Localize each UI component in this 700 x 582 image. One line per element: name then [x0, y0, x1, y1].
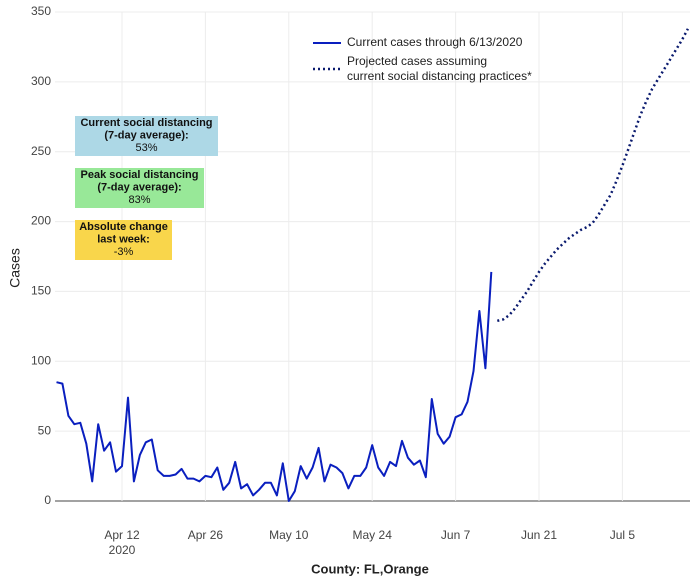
y-axis-label: Cases — [7, 248, 23, 288]
y-tick-label: 350 — [31, 4, 51, 18]
annotation-box — [75, 220, 172, 260]
y-tick-label: 250 — [31, 144, 51, 158]
y-tick-label: 0 — [44, 493, 51, 507]
annotation-text: Current social distancing — [80, 117, 212, 129]
annotation-box — [75, 168, 204, 208]
annotation-text: Peak social distancing — [81, 169, 199, 181]
annotation-box — [75, 116, 218, 156]
y-tick-label: 100 — [31, 353, 51, 367]
x-tick-label: Jun 7 — [441, 528, 471, 542]
x-tick-label: May 10 — [269, 528, 309, 542]
annotation-text: 83% — [128, 194, 150, 206]
legend-label: Current cases through 6/13/2020 — [347, 35, 523, 49]
legend-label: Projected cases assuming current social d… — [347, 54, 532, 83]
x-axis-label: County: FL,Orange — [311, 561, 429, 576]
x-tick-label: Apr 12 — [104, 528, 140, 542]
annotation-text: -3% — [114, 246, 134, 258]
annotation-text: (7-day average): — [104, 129, 188, 141]
x-tick-label: Jul 5 — [610, 528, 636, 542]
series-line — [56, 271, 493, 502]
annotation-text: (7-day average): — [97, 181, 181, 193]
annotation-text: Absolute change — [79, 221, 168, 233]
y-tick-label: 200 — [31, 214, 51, 228]
annotation-text: last week: — [97, 233, 150, 245]
y-tick-label: 150 — [31, 284, 51, 298]
x-tick-label: Jun 21 — [521, 528, 557, 542]
y-tick-label: 50 — [38, 423, 52, 437]
x-tick-label: Apr 26 — [188, 528, 224, 542]
x-tick-label: May 24 — [353, 528, 393, 542]
annotation-text: 53% — [135, 142, 157, 154]
y-tick-label: 300 — [31, 74, 51, 88]
x-tick-year: 2020 — [109, 543, 136, 557]
